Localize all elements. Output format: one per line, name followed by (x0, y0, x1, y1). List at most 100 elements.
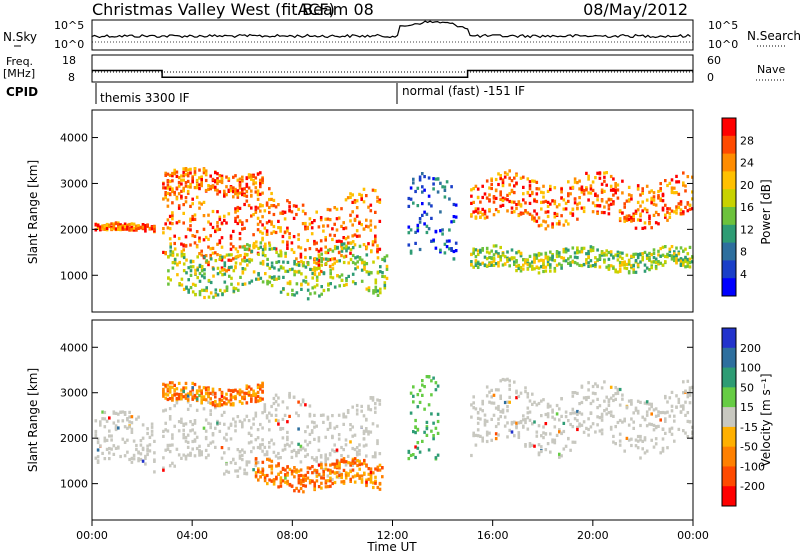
power-cell (603, 189, 606, 193)
velocity-cell (376, 398, 379, 402)
power-cell (270, 191, 273, 196)
velocity-cell (250, 440, 253, 444)
power-cell (351, 240, 355, 244)
power-cell (238, 219, 242, 223)
velocity-cell (245, 460, 249, 464)
power-cell (236, 193, 240, 197)
power-cell (677, 180, 681, 184)
power-cell (476, 196, 480, 200)
velocity-x-axis: 00:00 04:00 08:00 12:00 16:00 20:00 00:00 (76, 520, 709, 542)
power-cell (180, 194, 183, 198)
velocity-cell (365, 454, 368, 458)
power-cell (223, 268, 226, 272)
power-cell (246, 263, 249, 267)
power-cell (229, 247, 233, 251)
power-cell (193, 170, 197, 174)
power-cell (537, 251, 541, 256)
power-cell (216, 179, 219, 183)
power-cell (317, 249, 321, 253)
velocity-cell (571, 407, 575, 411)
power-cell (488, 208, 491, 212)
velocity-cell (128, 420, 131, 424)
power-cell (204, 172, 208, 176)
velocity-cell (639, 438, 642, 442)
velocity-cell (340, 475, 343, 480)
power-cell (168, 187, 172, 191)
velocity-cell (421, 439, 424, 443)
power-cell (360, 193, 363, 197)
velocity-cell (349, 428, 352, 432)
power-cell (227, 267, 231, 272)
power-cell (238, 231, 242, 236)
velocity-cell (259, 475, 262, 479)
power-cell (234, 207, 237, 211)
velocity-cell (416, 428, 420, 432)
power-cell (230, 282, 233, 286)
power-cell (632, 255, 635, 259)
velocity-cell (578, 424, 581, 428)
velocity-cell (301, 398, 305, 402)
power-cell (636, 218, 640, 222)
power-cell (684, 205, 687, 209)
velocity-cell (421, 379, 424, 383)
power-cell (666, 207, 669, 211)
power-cell (481, 247, 484, 251)
power-cell (198, 252, 201, 256)
power-cell (198, 201, 201, 205)
velocity-cell (324, 455, 327, 459)
power-cell (331, 276, 335, 280)
power-cell (288, 280, 292, 284)
velocity-cell (186, 394, 190, 398)
velocity-cell (290, 449, 294, 454)
power-cell (259, 230, 262, 234)
velocity-cell (485, 385, 489, 389)
power-cell (193, 167, 197, 171)
velocity-cell (329, 468, 332, 472)
velocity-cell (540, 449, 543, 454)
power-cell (279, 290, 283, 294)
power-cell (105, 223, 109, 227)
power-cell (291, 293, 294, 297)
velocity-cell (596, 415, 599, 419)
power-cell (223, 189, 226, 193)
velocity-cell (503, 415, 507, 419)
power-cell (634, 270, 638, 274)
power-cell (591, 248, 595, 252)
velocity-cell (256, 385, 260, 389)
power-cell (333, 222, 336, 226)
power-cell (189, 204, 192, 208)
velocity-cell (114, 411, 118, 415)
velocity-cell (193, 438, 197, 442)
velocity-cell (684, 431, 687, 435)
velocity-cell (146, 449, 149, 453)
power-cell (596, 194, 599, 198)
velocity-cell (517, 421, 521, 425)
velocity-cell (261, 467, 265, 471)
power-cell (371, 240, 375, 244)
power-cell (443, 185, 447, 189)
velocity-cell (634, 444, 638, 448)
velocity-cell (333, 471, 337, 475)
velocity-cell (363, 461, 366, 465)
power-cell (423, 188, 426, 192)
power-cell (317, 253, 321, 257)
power-cell (476, 211, 480, 215)
power-cell (436, 177, 440, 181)
velocity-cell (162, 390, 165, 394)
power-cell (168, 237, 172, 241)
power-cell (354, 256, 357, 260)
power-cell (673, 191, 676, 195)
velocity-cell (333, 449, 336, 454)
power-cell (137, 224, 140, 228)
velocity-cell (416, 405, 420, 409)
power-cell (234, 247, 238, 251)
velocity-cell (308, 412, 312, 416)
velocity-cell (162, 466, 165, 470)
velocity-cell (272, 478, 276, 482)
power-cell (533, 209, 536, 213)
power-cell (184, 173, 188, 177)
velocity-cell (360, 480, 364, 484)
velocity-cell (666, 446, 669, 450)
velocity-cell (247, 431, 251, 435)
power-cell (250, 249, 254, 254)
